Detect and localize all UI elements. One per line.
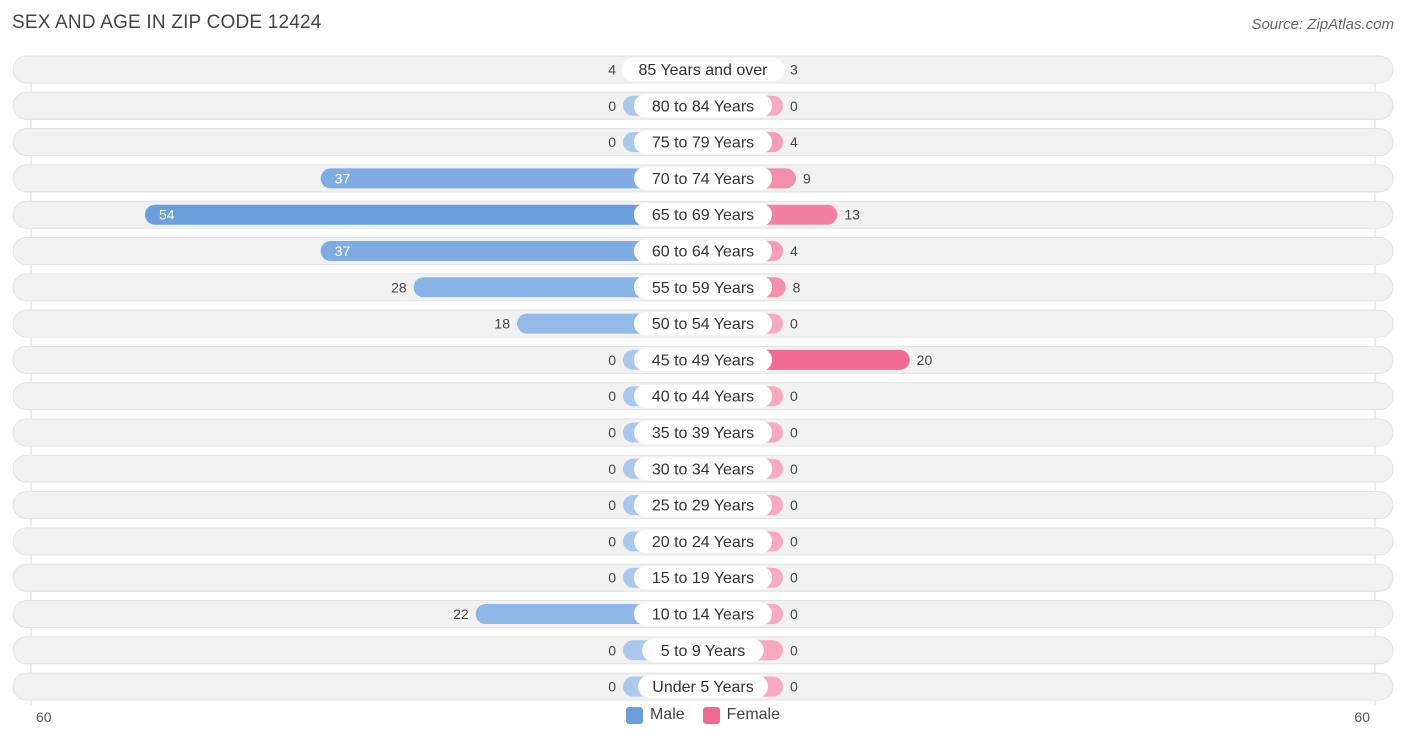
male-bar (145, 204, 703, 225)
category-label-pill (633, 130, 773, 154)
category-label: 20 to 24 Years (652, 534, 754, 551)
male-value-label: 0 (608, 134, 616, 150)
female-value-label: 4 (790, 134, 798, 150)
female-value-label: 9 (803, 170, 811, 186)
female-value-label: 0 (790, 316, 798, 332)
male-value-label: 22 (453, 606, 469, 622)
category-label-pill (638, 675, 768, 699)
legend-label-female: Female (726, 706, 781, 723)
female-value-label: 0 (790, 98, 798, 114)
axis-right-label: 60 (1354, 709, 1370, 725)
male-value-label: 0 (608, 425, 616, 441)
female-value-label: 4 (790, 243, 798, 259)
category-label: 65 to 69 Years (652, 207, 754, 224)
male-value-label: 0 (608, 388, 616, 404)
category-label: 60 to 64 Years (652, 244, 754, 261)
category-label-pill (621, 58, 785, 81)
category-label-pill (633, 348, 773, 372)
category-label-pill (633, 384, 773, 408)
female-value-label: 0 (790, 425, 798, 441)
category-label: 50 to 54 Years (652, 316, 754, 333)
female-value-label: 0 (790, 606, 798, 622)
category-label-pill (633, 203, 773, 227)
category-label-pill (633, 166, 773, 190)
category-label-pill (633, 457, 773, 481)
female-value-label: 0 (790, 642, 798, 658)
chart-title: SEX AND AGE IN ZIP CODE 12424 (12, 12, 322, 33)
male-value-label: 4 (608, 62, 616, 78)
category-label: 25 to 29 Years (652, 498, 754, 515)
category-label: 75 to 79 Years (652, 135, 754, 152)
legend-item-female: Female (702, 706, 781, 724)
male-value-label: 0 (608, 497, 616, 513)
male-bar (413, 277, 703, 298)
legend-swatch-female (702, 706, 720, 724)
chart-legend: Male Female (0, 706, 1406, 724)
category-label: 5 to 9 Years (661, 643, 746, 660)
male-value-label: 0 (608, 570, 616, 586)
category-label-pill (633, 312, 773, 336)
axis-left-label: 60 (36, 709, 52, 725)
category-label-pill (633, 275, 773, 299)
category-label: 70 to 74 Years (652, 171, 754, 188)
category-label-pill (633, 566, 773, 590)
female-value-label: 0 (790, 497, 798, 513)
female-value-label: 3 (790, 62, 798, 78)
male-value-label: 0 (608, 352, 616, 368)
male-value-label: 0 (608, 642, 616, 658)
male-value-label: 0 (608, 98, 616, 114)
category-label-pill (633, 94, 773, 118)
category-label-pill (633, 421, 773, 444)
female-value-label: 8 (793, 279, 801, 295)
category-label: 85 Years and over (639, 62, 769, 79)
female-value-label: 0 (790, 388, 798, 404)
category-label-pill (642, 638, 764, 662)
male-value-label: 37 (335, 170, 351, 186)
legend-label-male: Male (649, 706, 685, 723)
category-label-pill (633, 239, 773, 263)
chart-source: Source: ZipAtlas.com (1251, 16, 1394, 33)
male-bar (320, 241, 703, 261)
category-label: 10 to 14 Years (652, 607, 754, 624)
male-bar (320, 168, 703, 189)
category-label: 45 to 49 Years (652, 352, 754, 369)
female-value-label: 0 (790, 533, 798, 549)
population-pyramid-chart: 4 3 85 Years and over 0 0 80 to 84 Years 0 4 75 … (12, 55, 1394, 705)
male-value-label: 37 (335, 243, 351, 259)
male-value-label: 18 (494, 316, 510, 332)
male-value-label: 0 (608, 533, 616, 549)
category-label: Under 5 Years (652, 679, 753, 696)
category-label: 30 to 34 Years (652, 461, 754, 478)
legend-item-male: Male (625, 706, 685, 724)
category-label-pill (633, 493, 773, 517)
male-value-label: 28 (391, 279, 407, 295)
female-value-label: 0 (790, 570, 798, 586)
category-label: 35 to 39 Years (652, 425, 754, 442)
category-label-pill (633, 602, 773, 626)
male-value-label: 0 (608, 461, 616, 477)
category-label-pill (633, 529, 773, 553)
category-label: 55 to 59 Years (652, 280, 754, 297)
category-label: 40 to 44 Years (652, 389, 754, 406)
male-value-label: 0 (608, 679, 616, 695)
female-value-label: 20 (917, 352, 933, 368)
category-label: 15 to 19 Years (652, 570, 754, 587)
female-value-label: 13 (844, 207, 860, 223)
category-label: 80 to 84 Years (652, 98, 754, 115)
female-value-label: 0 (790, 461, 798, 477)
female-value-label: 0 (790, 679, 798, 695)
legend-swatch-male (625, 706, 643, 724)
male-value-label: 54 (159, 207, 175, 223)
